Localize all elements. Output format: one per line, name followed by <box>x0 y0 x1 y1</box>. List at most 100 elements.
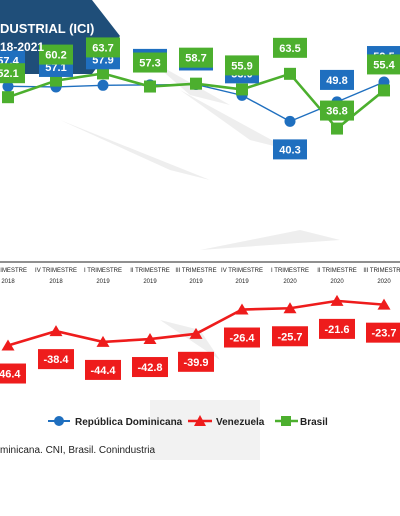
chart-title-line2: 18-2021 <box>0 40 45 54</box>
label-brasil-box <box>0 63 25 84</box>
label-venezuela-box <box>366 322 400 343</box>
label-venezuela: -44.4 <box>90 365 116 377</box>
label-dominicana: 57.1 <box>45 62 66 74</box>
point-venezuela <box>143 333 157 345</box>
legend-label-venezuela: Venezuela <box>216 417 265 428</box>
point-brasil <box>144 80 156 93</box>
point-brasil <box>378 84 390 97</box>
x-tick-label: IV TRIMESTRE <box>35 268 77 274</box>
label-venezuela-box <box>224 327 260 348</box>
point-venezuela <box>96 335 110 347</box>
label-brasil-box <box>367 54 400 75</box>
watermark-shape <box>150 400 260 460</box>
label-brasil: 63.7 <box>92 42 113 54</box>
label-venezuela: -46.4 <box>0 369 21 381</box>
x-tick-year: 2019 <box>143 279 157 285</box>
label-dominicana: 49.8 <box>326 75 347 87</box>
point-venezuela <box>377 298 391 310</box>
watermark-shape <box>160 320 220 360</box>
x-tick-year: 2019 <box>189 279 203 285</box>
label-brasil-box <box>273 37 307 58</box>
legend-marker-dominicana <box>54 416 64 426</box>
source-note: minicana. CNI, Brasil. Conindustria <box>0 445 156 456</box>
watermark-shape <box>180 90 290 150</box>
point-brasil <box>97 67 109 80</box>
x-tick-year: 2019 <box>235 279 249 285</box>
watermark-shape <box>60 120 210 180</box>
label-brasil-box <box>86 37 120 58</box>
label-venezuela: -21.6 <box>324 324 349 336</box>
label-venezuela-box <box>272 326 308 347</box>
x-tick-label: II TRIMESTRE <box>317 268 357 274</box>
label-venezuela-box <box>38 349 74 370</box>
label-dominicana-box <box>320 69 354 90</box>
label-venezuela: -25.7 <box>277 331 302 343</box>
point-brasil <box>331 122 343 135</box>
x-tick-year: 2019 <box>96 279 110 285</box>
label-venezuela: -23.7 <box>371 328 396 340</box>
watermark-shape <box>200 230 340 250</box>
chart-title-line1: DUSTRIAL (ICI) <box>0 21 95 36</box>
legend-label-dominicana: República Dominicana <box>75 417 183 428</box>
label-brasil: 57.3 <box>139 58 160 70</box>
point-venezuela <box>283 302 297 314</box>
x-tick-label: III TRIMESTRE <box>363 268 400 274</box>
x-tick-label: I TRIMESTRE <box>0 268 27 274</box>
x-tick-label: IV TRIMESTRE <box>221 268 263 274</box>
point-dominicana <box>284 115 296 127</box>
point-dominicana <box>2 80 14 92</box>
label-venezuela-box <box>85 359 121 380</box>
label-brasil: 58.7 <box>185 53 206 65</box>
point-brasil <box>236 83 248 96</box>
x-tick-year: 2020 <box>377 279 391 285</box>
point-venezuela <box>235 303 249 315</box>
label-venezuela: -42.8 <box>137 362 162 374</box>
label-brasil-box <box>179 47 213 68</box>
x-tick-year: 2018 <box>49 279 63 285</box>
point-venezuela <box>330 294 344 306</box>
x-tick-label: II TRIMESTRE <box>130 268 170 274</box>
label-venezuela-box <box>0 363 26 384</box>
point-brasil <box>284 67 296 80</box>
label-venezuela: -38.4 <box>43 354 69 366</box>
point-brasil <box>190 77 202 90</box>
label-venezuela: -26.4 <box>229 333 255 345</box>
point-venezuela <box>189 327 203 339</box>
point-venezuela <box>1 339 15 351</box>
x-tick-year: 2020 <box>330 279 344 285</box>
watermark-logo <box>60 60 340 460</box>
point-brasil <box>50 74 62 87</box>
x-tick-label: I TRIMESTRE <box>271 268 309 274</box>
label-venezuela: -39.9 <box>183 357 208 369</box>
legend-label-brasil: Brasil <box>300 417 328 428</box>
label-brasil: 55.9 <box>231 60 252 72</box>
label-brasil-box <box>133 52 167 73</box>
x-tick-label: I TRIMESTRE <box>84 268 122 274</box>
label-venezuela-box <box>132 357 168 378</box>
upper-chart: 57.457.157.958.158.353.040.349.859.552.1… <box>0 37 400 160</box>
label-brasil-box <box>320 100 354 121</box>
legend-marker-venezuela <box>194 415 206 426</box>
lower-chart: -46.4 -38.4 -44.4 -42.8 -39.9 -26.4 -25.7 -21.6… <box>0 294 400 384</box>
point-venezuela <box>49 325 63 337</box>
label-brasil: 36.8 <box>326 106 347 118</box>
x-tick-year: 2020 <box>283 279 297 285</box>
label-brasil-box <box>225 55 259 76</box>
label-brasil-box <box>39 44 73 65</box>
label-brasil: 63.5 <box>279 43 300 55</box>
x-tick-label: III TRIMESTRE <box>175 268 216 274</box>
x-axis-ticks: I TRIMESTRE 2018 IV TRIMESTRE 2018 I TRIMEST… <box>0 268 400 285</box>
label-brasil: 52.1 <box>0 68 19 80</box>
point-brasil <box>2 91 14 104</box>
label-venezuela-box <box>178 351 214 372</box>
label-brasil: 60.2 <box>45 50 66 62</box>
label-dominicana: 40.3 <box>279 144 300 156</box>
label-brasil: 55.4 <box>373 59 395 71</box>
point-dominicana <box>97 79 109 91</box>
x-tick-year: 2018 <box>1 279 15 285</box>
legend: República Dominicana Venezuela Brasil <box>48 415 328 428</box>
label-dominicana-box <box>273 139 307 160</box>
legend-marker-brasil <box>281 416 291 426</box>
label-venezuela-box <box>319 318 355 339</box>
